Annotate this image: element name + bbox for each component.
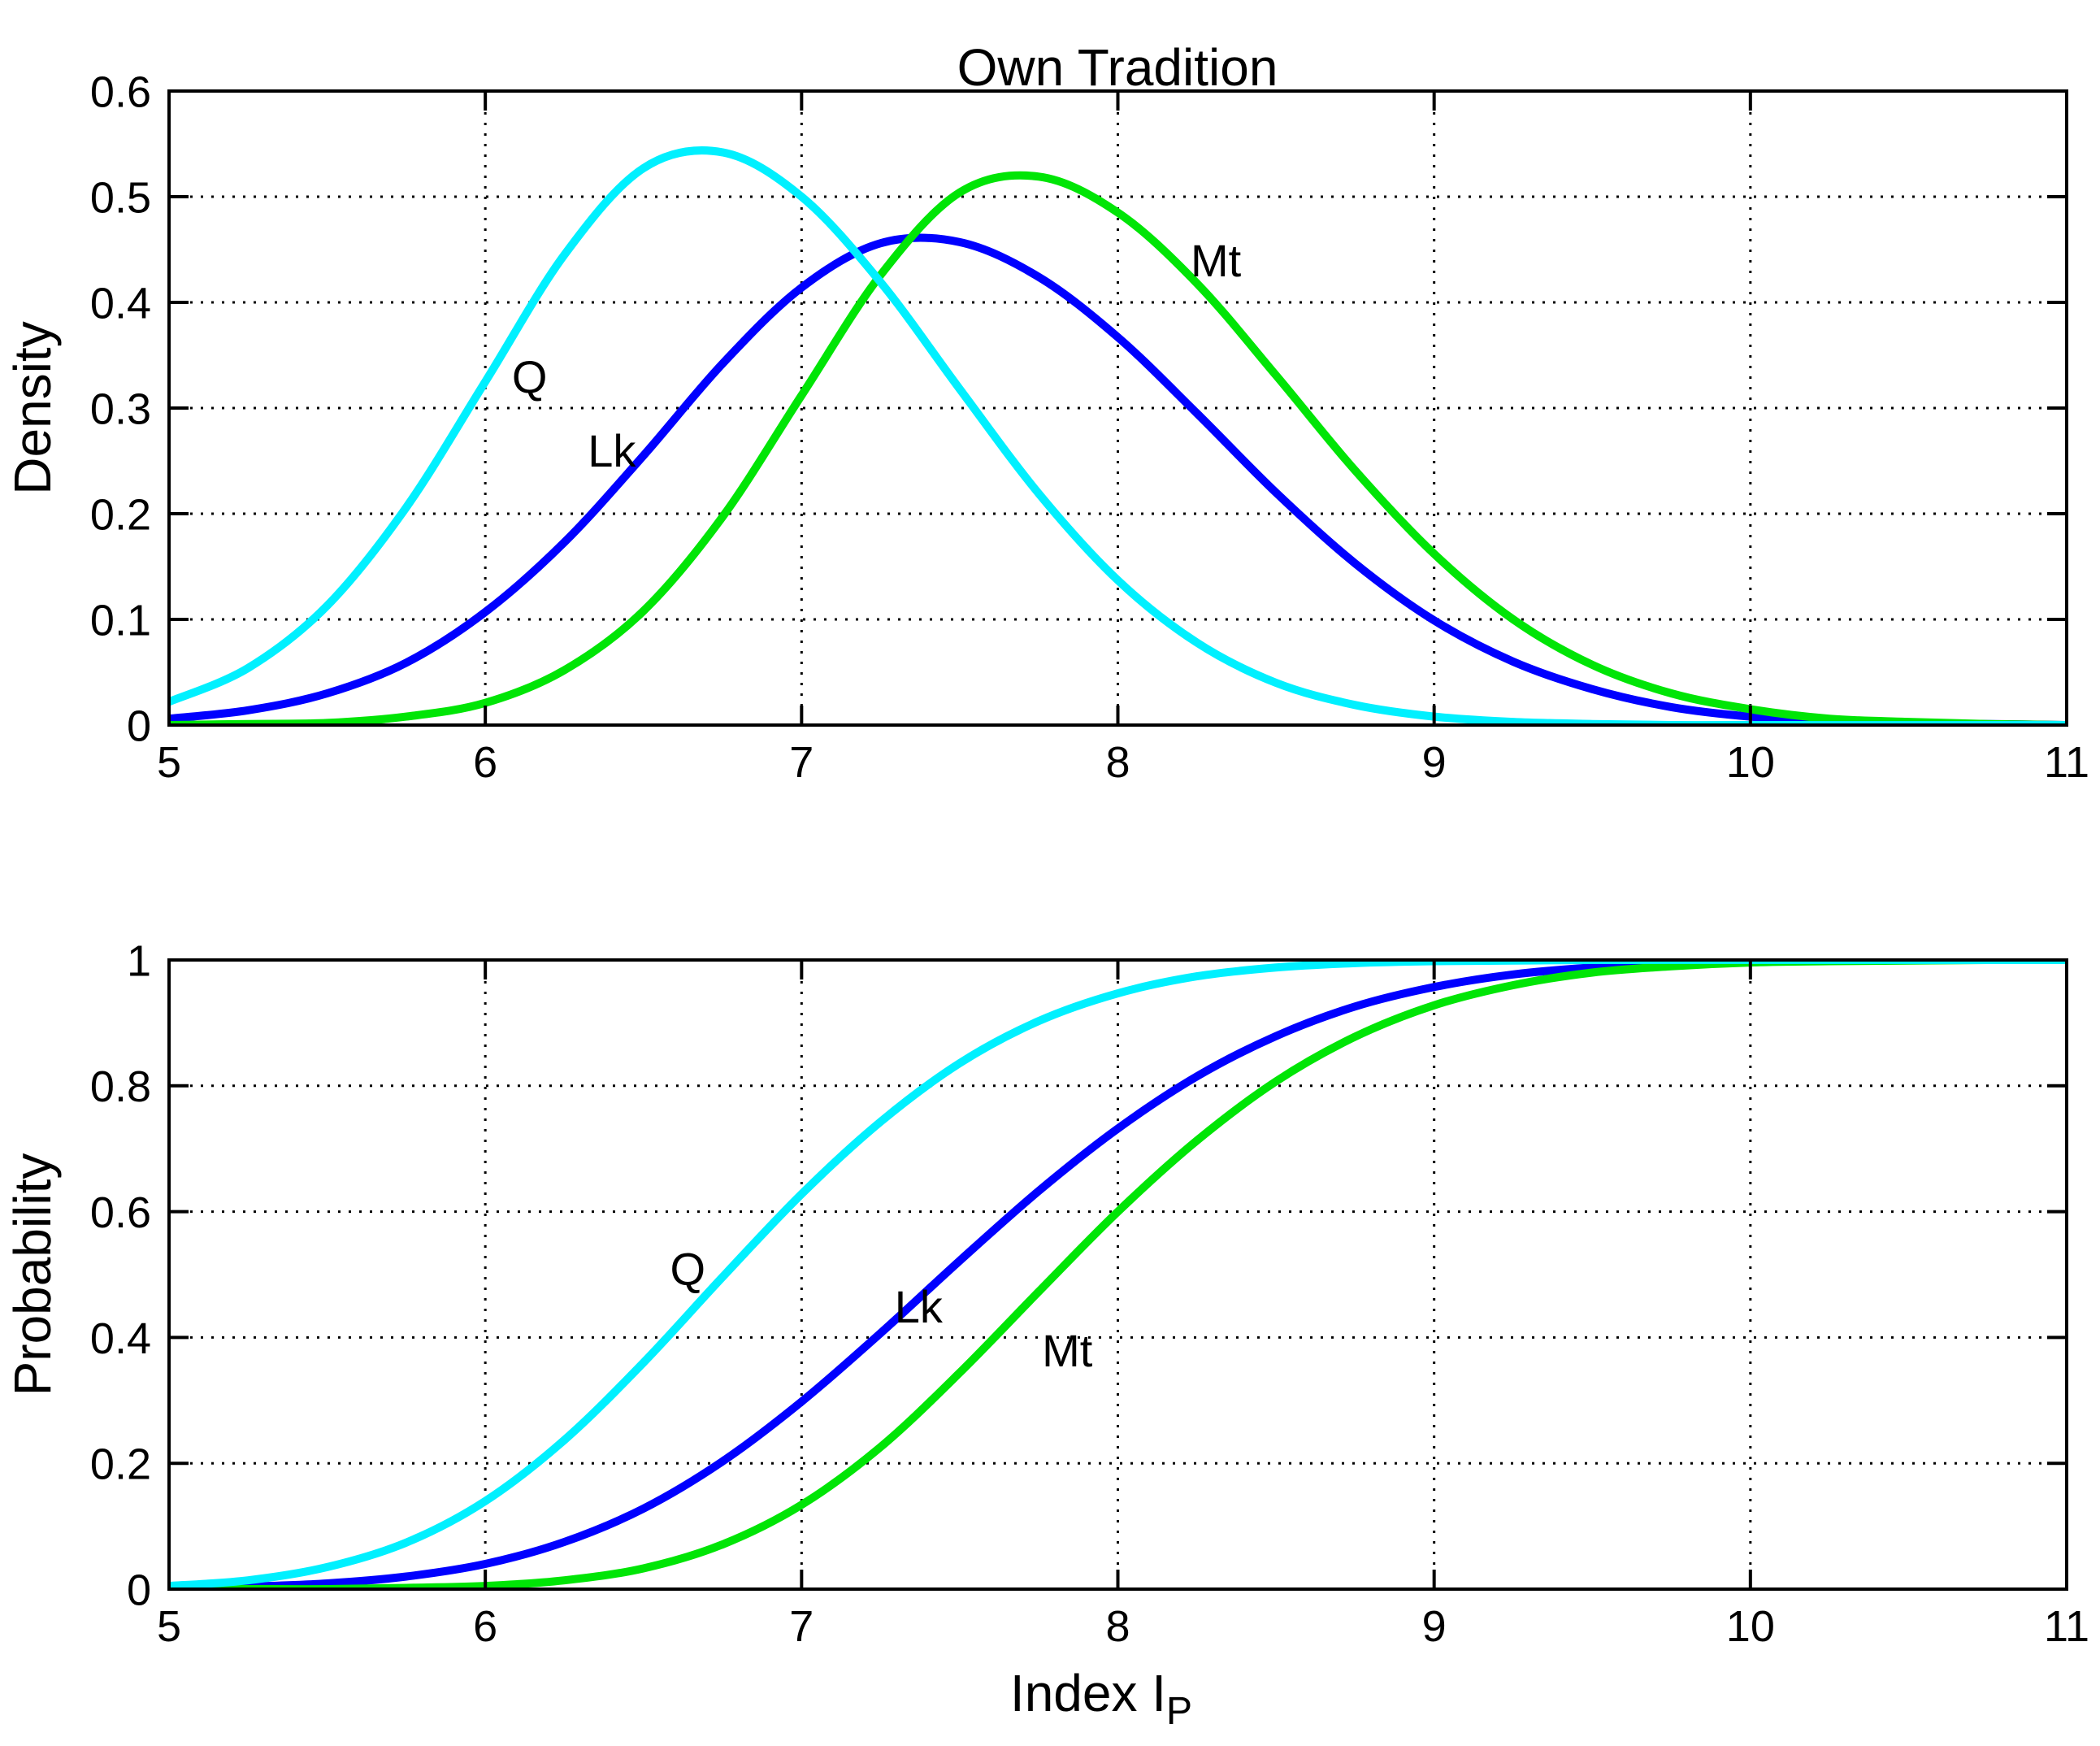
- probability-axis-label: Probability: [3, 1153, 62, 1396]
- y-tick-label: 0.4: [90, 279, 151, 328]
- x-tick-label: 8: [1105, 1602, 1130, 1651]
- chart-title: Own Tradition: [957, 38, 1278, 97]
- y-tick-label: 0.6: [90, 67, 151, 116]
- x-tick-label: 5: [157, 738, 181, 787]
- series-line-mt: [169, 171, 2067, 725]
- curve-label-lk: Lk: [895, 1281, 944, 1332]
- y-tick-label: 1: [127, 936, 151, 985]
- curve-label-q: Q: [512, 351, 548, 402]
- y-tick-label: 0: [127, 701, 151, 750]
- curve-label-lk: Lk: [588, 425, 636, 476]
- y-tick-label: 0.2: [90, 1440, 151, 1489]
- series-line-lk: [169, 233, 2067, 725]
- x-tick-label: 9: [1422, 1602, 1447, 1651]
- series-line-q: [169, 960, 2067, 1589]
- x-tick-label: 6: [473, 738, 497, 787]
- x-axis-label: Index IP: [1010, 1664, 1192, 1733]
- y-tick-label: 0: [127, 1566, 151, 1614]
- series-line-lk: [169, 960, 2067, 1589]
- y-tick-label: 0.8: [90, 1062, 151, 1111]
- density-axis-label: Density: [3, 321, 62, 494]
- x-tick-label: 5: [157, 1602, 181, 1651]
- x-tick-label: 8: [1105, 738, 1130, 787]
- y-tick-label: 0.3: [90, 384, 151, 433]
- x-axis-label-main: Index I: [1010, 1664, 1166, 1722]
- x-tick-label: 7: [789, 738, 814, 787]
- y-tick-label: 0.2: [90, 490, 151, 539]
- x-tick-label: 10: [1726, 1602, 1775, 1651]
- y-tick-label: 0.6: [90, 1188, 151, 1237]
- curve-label-mt: Mt: [1191, 235, 1242, 286]
- y-tick-label: 0.5: [90, 173, 151, 222]
- curve-label-q: Q: [670, 1243, 705, 1294]
- density-plot: 5 6 7 8 9 10 11 0 0.1 0.2 0.3 0.4 0.5 0.6 Q Lk Mt: [90, 67, 2089, 787]
- probability-plot: 5 6 7 8 9 10 11 0 0.2 0.4 0.6 0.8 1 Q Lk Mt: [90, 936, 2089, 1651]
- series-line-mt: [169, 960, 2067, 1589]
- x-tick-label: 6: [473, 1602, 497, 1651]
- x-axis-label-subscript: P: [1166, 1690, 1192, 1733]
- x-tick-label: 11: [2044, 1602, 2089, 1651]
- series-line-q: [169, 146, 2067, 725]
- x-tick-label: 9: [1422, 738, 1447, 787]
- y-tick-label: 0.1: [90, 596, 151, 645]
- axes-box: [167, 958, 2068, 1591]
- x-tick-label: 11: [2044, 738, 2089, 787]
- curve-label-mt: Mt: [1042, 1325, 1093, 1376]
- y-tick-label: 0.4: [90, 1314, 151, 1363]
- x-tick-label: 10: [1726, 738, 1775, 787]
- x-tick-label: 7: [789, 1602, 814, 1651]
